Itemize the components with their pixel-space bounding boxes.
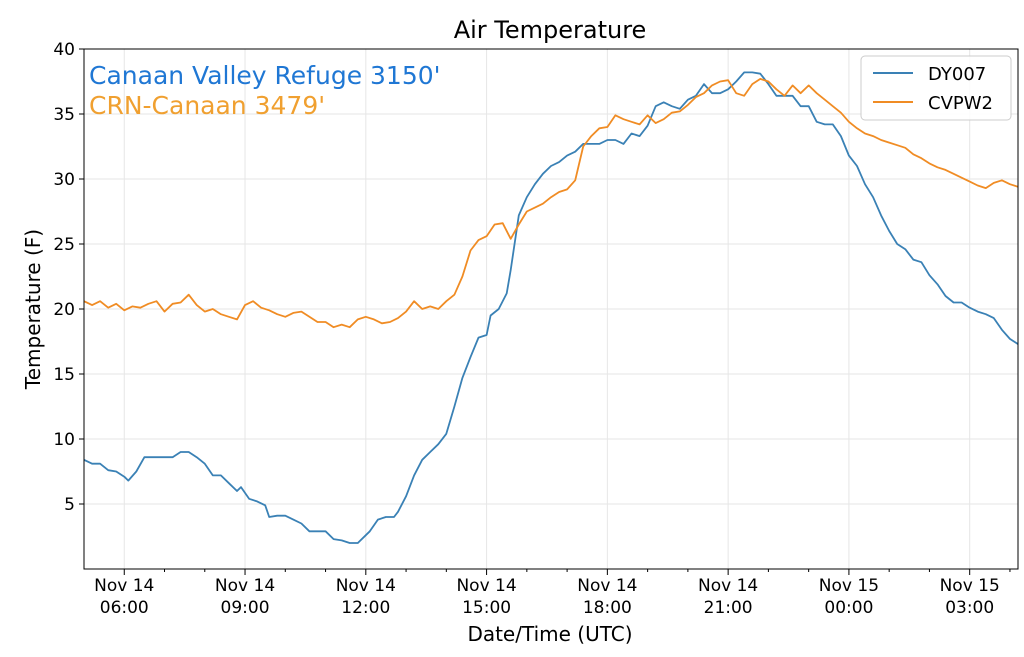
x-tick-label-time: 09:00: [221, 598, 270, 618]
series-line-dy007: [83, 71, 1019, 544]
y-tick-label: 25: [53, 235, 75, 255]
y-axis: 5 10 15 20 25 30 35 40: [53, 40, 84, 515]
legend: DY007 CVPW2: [860, 55, 1012, 121]
annotation-crn-canaan: CRN-Canaan 3479': [89, 91, 325, 120]
y-tick-label: 15: [53, 365, 75, 385]
x-tick-label-time: 15:00: [462, 598, 511, 618]
x-tick-label-date: Nov 14: [215, 576, 275, 596]
x-tick-label-date: Nov 14: [577, 576, 637, 596]
legend-label-dy007: DY007: [928, 64, 986, 85]
x-tick-label-time: 21:00: [704, 598, 753, 618]
x-axis-label: Date/Time (UTC): [467, 622, 632, 646]
x-tick-label-date: Nov 14: [94, 576, 154, 596]
y-tick-label: 40: [53, 40, 75, 60]
x-tick-label-date: Nov 14: [456, 576, 516, 596]
x-tick-label-date: Nov 14: [336, 576, 396, 596]
legend-label-cvpw2: CVPW2: [928, 93, 993, 114]
x-tick-label-time: 06:00: [100, 598, 149, 618]
x-tick-label-date: Nov 15: [940, 576, 1000, 596]
series-line-cvpw2: [83, 78, 1019, 329]
y-tick-label: 35: [53, 105, 75, 125]
y-tick-label: 20: [53, 300, 75, 320]
chart-title: Air Temperature: [454, 16, 647, 44]
series-group: [83, 71, 1019, 544]
x-tick-label-time: 03:00: [945, 598, 994, 618]
x-tick-label-date: Nov 15: [819, 576, 879, 596]
x-tick-label-time: 18:00: [583, 598, 632, 618]
x-tick-label-time: 00:00: [824, 598, 873, 618]
x-tick-label-time: 12:00: [341, 598, 390, 618]
y-tick-label: 10: [53, 430, 75, 450]
y-axis-label: Temperature (F): [21, 229, 45, 390]
y-tick-label: 30: [53, 170, 75, 190]
annotation-canaan-valley-refuge: Canaan Valley Refuge 3150': [89, 61, 441, 90]
x-tick-label-date: Nov 14: [698, 576, 758, 596]
y-tick-label: 5: [64, 495, 75, 515]
